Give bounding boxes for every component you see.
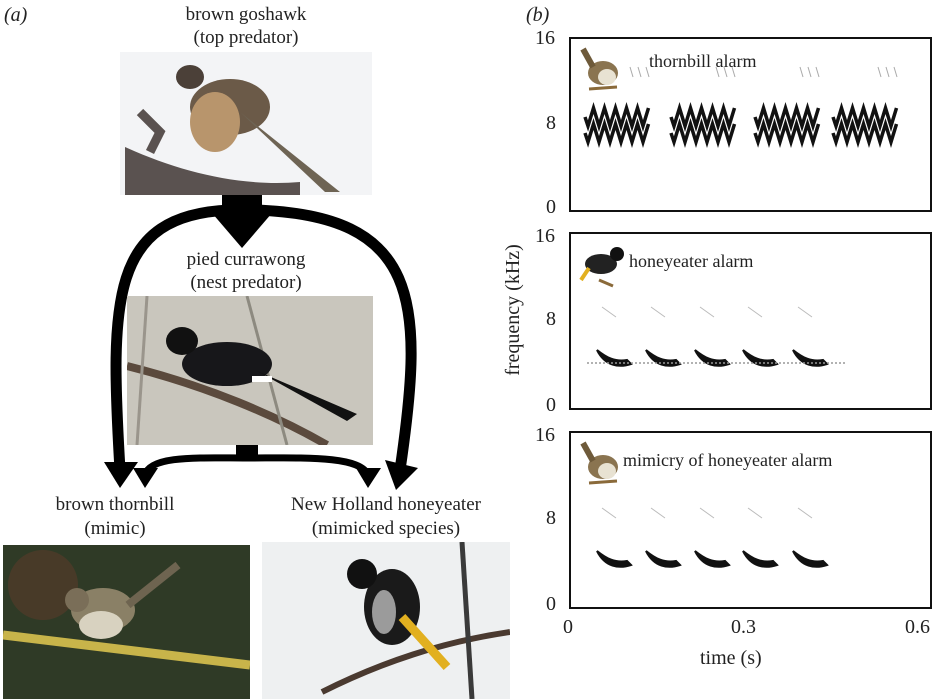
faint-harmonic xyxy=(877,66,898,78)
thornbill-icon xyxy=(580,47,618,91)
spectrogram: honeyeater alarm xyxy=(579,247,846,367)
panel-b-label: (b) xyxy=(526,4,550,26)
thornbill-photo xyxy=(3,545,250,699)
perch xyxy=(588,85,618,91)
alarm-note xyxy=(645,550,682,568)
spectrogram-panel-mimicry: mimicry of honeyeater alarm xyxy=(569,431,932,609)
faint-harmonic xyxy=(699,306,715,318)
spectrogram-title: thornbill alarm xyxy=(649,51,756,71)
bird-body xyxy=(585,254,617,274)
panel-a-label: (a) xyxy=(4,4,28,26)
faint-harmonic xyxy=(715,66,736,78)
bird-tail xyxy=(579,266,591,282)
alarm-note xyxy=(742,349,779,367)
x-tick-0: 0 xyxy=(563,616,573,638)
goshawk-role: (top predator) xyxy=(193,27,299,48)
call-note xyxy=(831,118,899,148)
perch xyxy=(598,278,614,288)
y-tick-8: 8 xyxy=(546,308,556,330)
alarm-note xyxy=(645,349,682,367)
call-note xyxy=(583,102,651,132)
y-tick-0: 0 xyxy=(546,593,556,615)
y-tick-16: 16 xyxy=(535,225,555,247)
bird-breast xyxy=(598,463,616,479)
thornbill-name: brown thornbill xyxy=(55,494,175,515)
alarm-note xyxy=(792,349,829,367)
y-tick-16: 16 xyxy=(535,424,555,446)
x-tick-0.3: 0.3 xyxy=(731,616,756,638)
spectrogram-title: mimicry of honeyeater alarm xyxy=(623,450,832,470)
honeyeater-role: (mimicked species) xyxy=(311,518,461,539)
call-note xyxy=(583,118,651,148)
spectrogram-panel-thornbill: thornbill alarm xyxy=(569,37,932,212)
call-note xyxy=(669,102,737,132)
thornbill-icon xyxy=(580,441,618,485)
call-note xyxy=(753,118,821,148)
honeyeater-icon xyxy=(579,247,624,288)
honeyeater-name: New Holland honeyeater xyxy=(291,494,481,515)
faint-harmonic xyxy=(797,507,813,519)
faint-harmonic xyxy=(747,306,763,318)
goshawk-name: brown goshawk xyxy=(185,4,307,25)
food-web-arrows xyxy=(104,195,418,490)
faint-harmonic xyxy=(747,507,763,519)
y-tick-8: 8 xyxy=(546,112,556,134)
call-note xyxy=(753,102,821,132)
y-tick-16: 16 xyxy=(535,27,555,49)
currawong-role: (nest predator) xyxy=(190,272,302,293)
x-tick-0.6: 0.6 xyxy=(905,616,930,638)
bird-head xyxy=(610,247,624,261)
faint-harmonic xyxy=(629,66,650,78)
spectrogram: thornbill alarm xyxy=(580,47,899,148)
faint-harmonic xyxy=(601,306,617,318)
thornbill-role: (mimic) xyxy=(84,518,146,539)
spectrogram-title: honeyeater alarm xyxy=(629,251,753,271)
faint-harmonic xyxy=(601,507,617,519)
alarm-note xyxy=(694,550,731,568)
perch xyxy=(588,479,618,485)
faint-harmonic xyxy=(797,306,813,318)
alarm-note xyxy=(742,550,779,568)
bird-tail xyxy=(580,441,596,463)
honeyeater-photo xyxy=(262,542,510,699)
alarm-note xyxy=(694,349,731,367)
faint-harmonic xyxy=(650,507,666,519)
faint-harmonic xyxy=(799,66,820,78)
spectrogram-panel-honeyeater: honeyeater alarm xyxy=(569,232,932,410)
spectrogram: mimicry of honeyeater alarm xyxy=(580,441,832,568)
alarm-note xyxy=(792,550,829,568)
call-note xyxy=(669,118,737,148)
currawong-name: pied currawong xyxy=(186,249,306,270)
alarm-note xyxy=(596,550,633,568)
faint-harmonic xyxy=(650,306,666,318)
y-tick-0: 0 xyxy=(546,394,556,416)
y-tick-0: 0 xyxy=(546,196,556,218)
y-tick-8: 8 xyxy=(546,507,556,529)
faint-harmonic xyxy=(699,507,715,519)
goshawk-photo xyxy=(120,52,372,195)
bird-breast xyxy=(598,69,616,85)
alarm-note xyxy=(596,349,633,367)
y-axis-label: frequency (kHz) xyxy=(502,244,524,376)
bird-tail xyxy=(580,47,596,69)
x-axis-label: time (s) xyxy=(700,647,762,669)
currawong-photo xyxy=(127,296,373,445)
call-note xyxy=(831,102,899,132)
